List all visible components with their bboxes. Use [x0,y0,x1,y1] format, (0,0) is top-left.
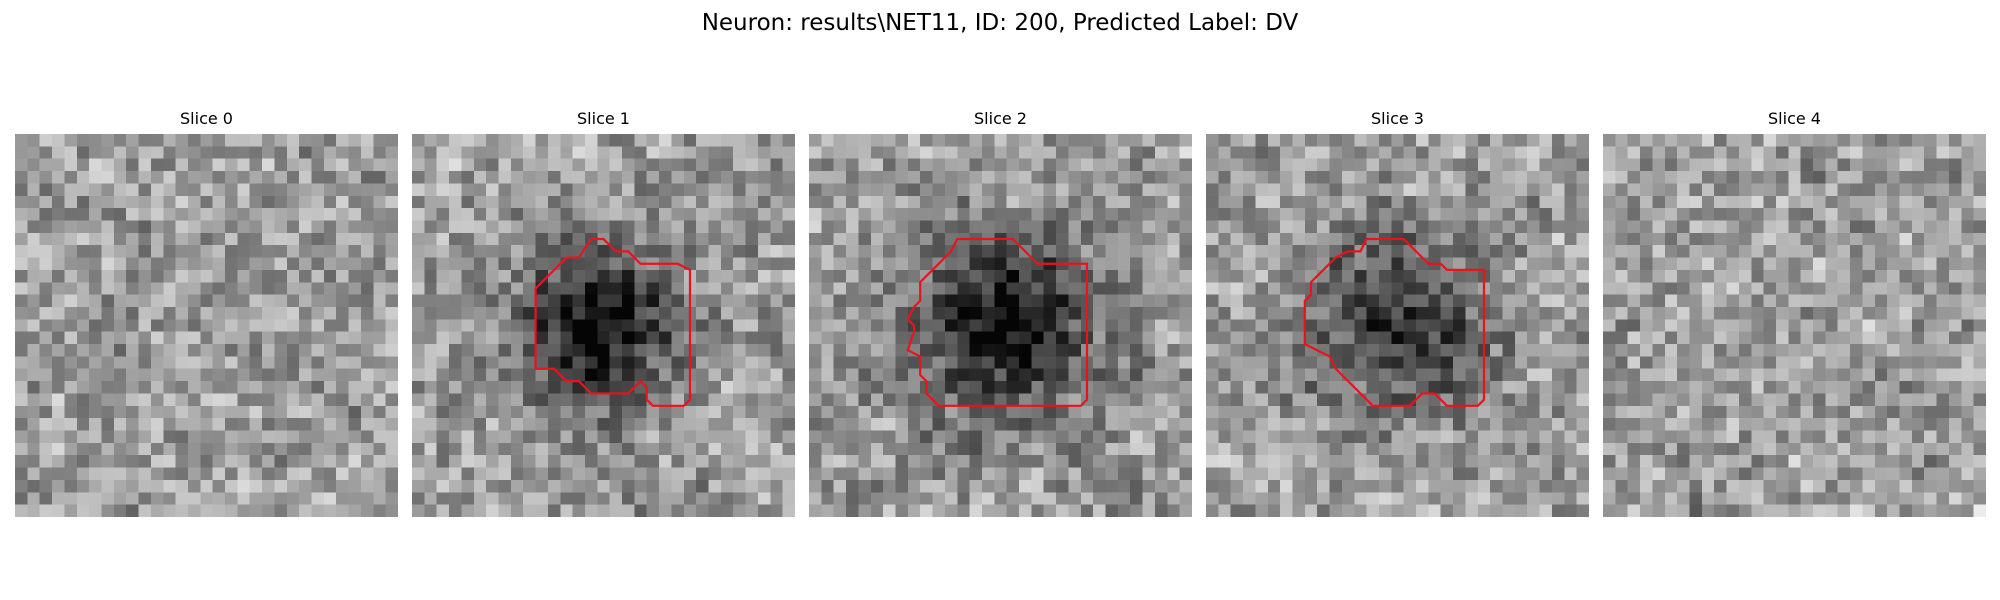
slice-image [412,134,795,517]
roi-outline [1206,134,1589,517]
slice-image [15,134,398,517]
roi-outline [412,134,795,517]
roi-outline [1603,134,1986,517]
roi-contour [1305,239,1484,406]
slice-image [1206,134,1589,517]
roi-outline [15,134,398,517]
slice-panel-2: Slice 2 [809,108,1192,518]
slice-image [1603,134,1986,517]
slice-title: Slice 3 [1371,109,1424,128]
slice-panel-1: Slice 1 [412,108,795,518]
roi-contour [908,239,1087,406]
slice-title: Slice 4 [1768,109,1821,128]
figure-title: Neuron: results\NET11, ID: 200, Predicte… [701,10,1299,36]
roi-contour [536,239,690,406]
slice-panel-3: Slice 3 [1206,108,1589,518]
slice-title: Slice 1 [577,109,630,128]
slice-title: Slice 0 [180,109,233,128]
slice-panel-4: Slice 4 [1603,108,1986,518]
slice-panel-0: Slice 0 [15,108,398,518]
slice-image [809,134,1192,517]
slice-title: Slice 2 [974,109,1027,128]
roi-outline [809,134,1192,517]
